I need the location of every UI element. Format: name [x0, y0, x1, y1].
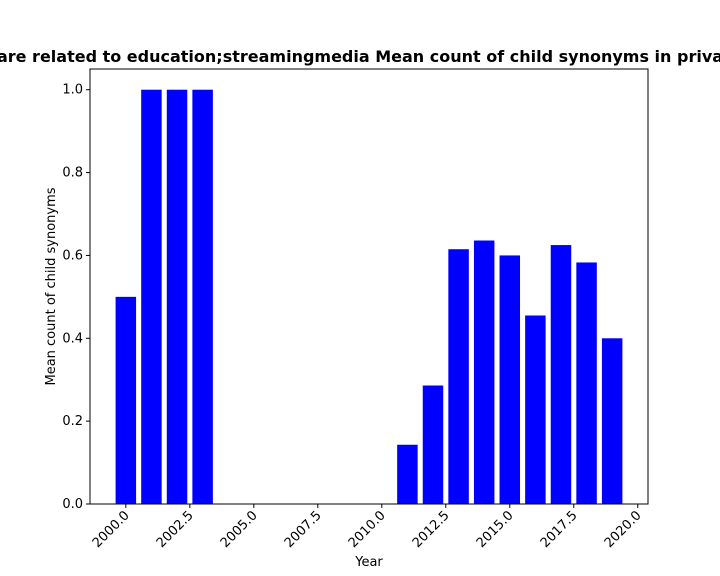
bar	[192, 89, 213, 504]
y-tick-label: 0.4	[62, 331, 83, 346]
y-tick-label: 0.2	[62, 414, 83, 429]
bar	[576, 262, 597, 504]
x-tick-label: 2002.5	[154, 508, 197, 551]
x-axis-label: Year	[354, 555, 383, 570]
y-tick-label: 0.6	[62, 248, 83, 263]
y-axis-label: Mean count of child synonyms	[44, 187, 59, 385]
x-tick-label: 2007.5	[282, 508, 325, 551]
bar	[166, 89, 188, 504]
x-tick-label: 2017.5	[538, 508, 581, 551]
chart-title-wrap: are related to education;streamingmedia …	[0, 47, 720, 69]
bar	[525, 315, 546, 504]
x-tick-label: 2012.5	[410, 508, 453, 551]
x-tick-label: 2010.0	[346, 508, 389, 551]
x-tick-label: 2005.0	[218, 508, 261, 551]
x-tick-label: 2000.0	[90, 508, 133, 551]
plot-frame	[89, 68, 649, 505]
bar	[473, 240, 495, 504]
bar	[448, 249, 469, 504]
bar	[397, 444, 418, 504]
y-tick-label: 0.8	[62, 166, 83, 181]
x-tick-label: 2020.0	[602, 508, 645, 551]
bar	[499, 255, 521, 504]
chart-title: are related to education;streamingmedia …	[0, 47, 720, 66]
bar	[115, 296, 137, 504]
bar	[422, 385, 444, 504]
y-tick-label: 0.0	[62, 497, 83, 512]
bar	[550, 245, 572, 505]
bar	[141, 89, 162, 504]
x-tick-label: 2015.0	[474, 508, 517, 551]
bar	[601, 338, 623, 504]
y-tick-label: 1.0	[62, 83, 83, 98]
